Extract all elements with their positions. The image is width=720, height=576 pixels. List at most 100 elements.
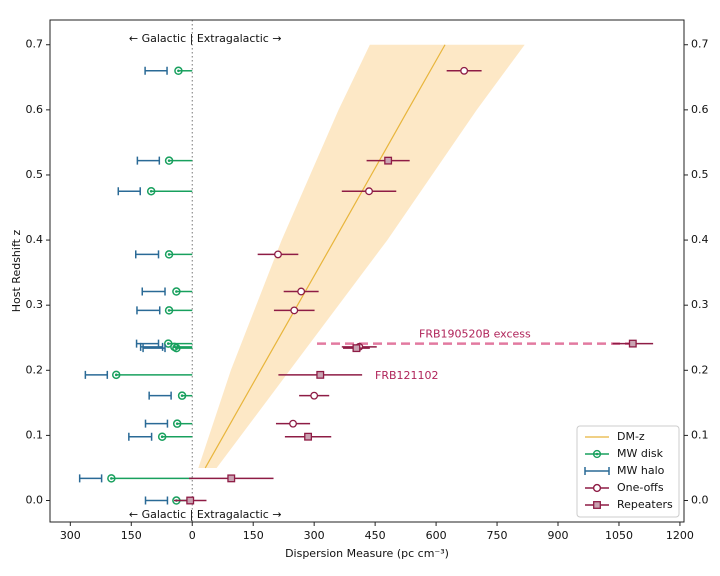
disk-marker-dot <box>166 342 170 345</box>
y-tick-label: 0.4 <box>26 233 44 246</box>
y-tick-label: 0.0 <box>26 494 44 507</box>
one-off-marker <box>290 306 299 315</box>
repeater-marker <box>628 339 637 348</box>
halo-errorbar <box>141 287 166 296</box>
halo-errorbar <box>136 306 161 315</box>
repeater-marker <box>316 370 325 379</box>
annotation: FRB121102 <box>375 369 439 382</box>
legend-label: MW disk <box>617 447 664 460</box>
disk-marker <box>157 432 167 441</box>
disk-marker-dot <box>180 394 184 397</box>
plot-frame <box>49 19 685 523</box>
disk-marker <box>164 306 174 315</box>
halo-errorbar <box>78 474 103 483</box>
disk-marker-dot <box>110 477 113 480</box>
halo-errorbar <box>142 344 166 353</box>
one-off-marker <box>274 250 282 259</box>
x-tick-label: 300 <box>304 529 325 542</box>
disk-marker-dot <box>175 290 178 293</box>
disk-marker-dot <box>160 435 164 439</box>
y2-tick-label: 0.5 <box>691 168 709 181</box>
y-tick-label: 0.1 <box>26 428 44 441</box>
x-tick-label: 150 <box>243 529 264 542</box>
one-off-marker <box>460 66 469 75</box>
disk-marker-dot <box>114 373 118 377</box>
y-tick-label: 0.6 <box>26 103 44 116</box>
halo-errorbar <box>144 419 169 428</box>
x-tick-label: 150 <box>121 529 142 542</box>
halo-errorbar <box>144 496 169 505</box>
one-off-marker <box>365 187 373 196</box>
annotation: ← Galactic | Extragalactic → <box>129 32 282 45</box>
x-tick-label: 600 <box>426 529 447 542</box>
y2-tick-label: 0.1 <box>691 428 709 441</box>
legend-swatch <box>595 452 599 456</box>
y-tick-label: 0.5 <box>26 168 44 181</box>
disk-marker <box>177 391 187 400</box>
y2-tick-label: 0.4 <box>691 233 709 246</box>
y2-tick-label: 0.3 <box>691 298 709 311</box>
halo-errorbar <box>128 432 153 441</box>
repeater-marker <box>304 432 313 441</box>
x-tick-label: 750 <box>487 529 508 542</box>
disk-marker-dot <box>175 422 179 425</box>
disk-marker <box>172 287 181 296</box>
excess-label: FRB190520B excess <box>419 328 531 341</box>
disk-marker-dot <box>177 69 180 73</box>
legend-label: One-offs <box>617 481 664 494</box>
one-off-marker <box>289 419 297 428</box>
disk-marker-dot <box>149 189 153 193</box>
halo-errorbar <box>144 66 168 75</box>
legend-swatch <box>592 449 602 459</box>
repeater-marker <box>186 496 195 505</box>
annotation: ← Galactic | Extragalactic → <box>129 508 282 521</box>
legend-label: DM-z <box>617 430 645 443</box>
y2-tick-label: 0.2 <box>691 363 709 376</box>
halo-errorbar <box>117 187 141 196</box>
y-axis-label: Host Redshift z <box>10 230 23 313</box>
y-tick-label: 0.3 <box>26 298 44 311</box>
x-tick-label: 1050 <box>605 529 633 542</box>
legend-box <box>576 425 680 518</box>
y2-tick-label: 0.6 <box>691 103 709 116</box>
halo-errorbar <box>139 342 164 351</box>
repeater-marker <box>227 474 236 483</box>
y2-tick-label: 0.7 <box>691 38 709 51</box>
y2-tick-label: 0.0 <box>691 494 709 507</box>
halo-errorbar <box>136 156 161 165</box>
x-tick-label: 1200 <box>666 529 694 542</box>
legend-label: MW halo <box>617 464 665 477</box>
disk-marker <box>172 343 181 353</box>
dmz-band <box>198 44 525 468</box>
legend-swatch <box>584 467 610 475</box>
disk-marker <box>164 156 174 165</box>
dmz-line <box>204 44 446 469</box>
disk-marker-dot <box>167 159 171 162</box>
disk-marker <box>172 419 182 428</box>
x-tick-label: 300 <box>60 529 81 542</box>
repeater-marker <box>352 344 361 353</box>
one-off-marker <box>297 287 306 296</box>
legend-swatch <box>593 501 601 509</box>
halo-errorbar <box>148 391 172 400</box>
y-tick-label: 0.2 <box>26 363 44 376</box>
disk-marker <box>107 474 116 483</box>
halo-errorbar <box>135 250 160 259</box>
x-tick-label: 900 <box>548 529 569 542</box>
disk-marker <box>111 370 121 380</box>
legend-label: Repeaters <box>617 498 673 511</box>
repeater-marker <box>384 156 393 165</box>
disk-marker-dot <box>167 309 171 312</box>
disk-marker-dot <box>175 346 178 350</box>
disk-marker-dot <box>167 253 171 256</box>
disk-marker <box>164 250 174 259</box>
y-tick-label: 0.7 <box>26 38 44 51</box>
halo-errorbar <box>84 370 109 379</box>
legend-swatch <box>592 483 602 493</box>
disk-marker <box>146 186 156 196</box>
x-tick-label: 450 <box>365 529 386 542</box>
one-off-marker <box>310 391 319 400</box>
disk-marker <box>174 66 183 76</box>
x-tick-label: 0 <box>189 529 196 542</box>
